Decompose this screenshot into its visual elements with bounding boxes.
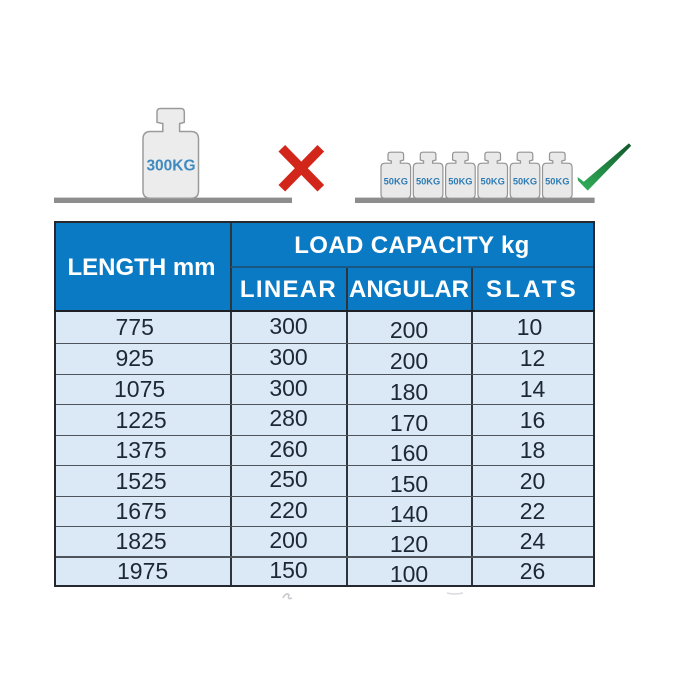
- svg-text:50KG: 50KG: [545, 176, 569, 186]
- svg-text:50KG: 50KG: [384, 176, 408, 186]
- svg-text:50KG: 50KG: [448, 176, 472, 186]
- svg-text:300KG: 300KG: [146, 158, 195, 175]
- svg-text:50KG: 50KG: [481, 176, 505, 186]
- svg-text:50KG: 50KG: [416, 176, 440, 186]
- svg-text:50KG: 50KG: [513, 176, 537, 186]
